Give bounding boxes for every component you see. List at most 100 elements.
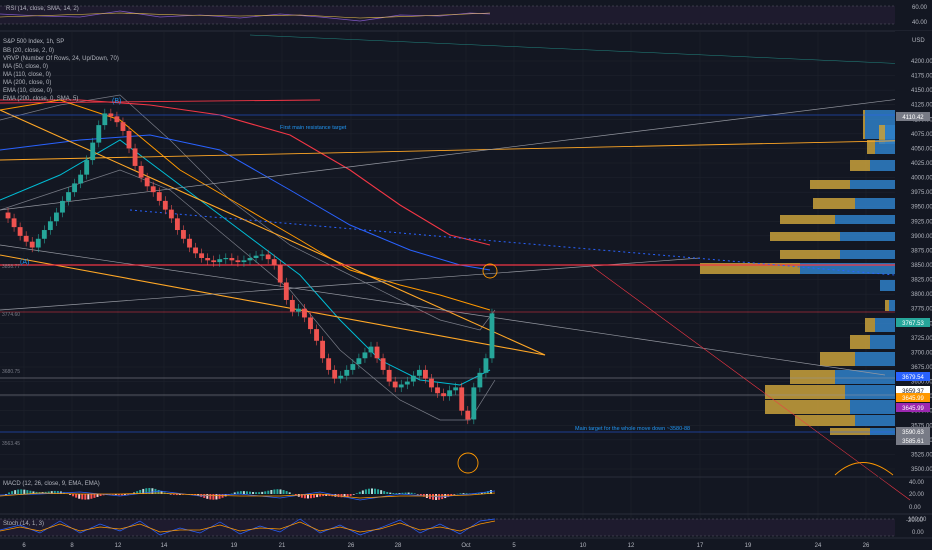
price-tick: 4000.00 bbox=[911, 176, 932, 182]
time-tick: 12 bbox=[628, 543, 635, 549]
macd-bar bbox=[489, 490, 492, 494]
price-tick: 4200.00 bbox=[911, 59, 932, 65]
candle-body bbox=[162, 200, 168, 210]
macd-bar bbox=[11, 491, 14, 494]
vp-down-bar bbox=[820, 352, 855, 366]
price-tag-text: 3679.54 bbox=[902, 375, 924, 381]
macd-bar bbox=[56, 490, 59, 494]
rsi-tick-60: 60.00 bbox=[912, 5, 928, 11]
time-tick: 12 bbox=[115, 543, 122, 549]
price-tag bbox=[896, 112, 930, 121]
bb-lower-line bbox=[0, 169, 496, 421]
vp-down-bar bbox=[850, 335, 870, 349]
vp-up-bar bbox=[855, 198, 895, 209]
macd-bar bbox=[319, 494, 322, 497]
macd-title: MACD (12, 26, close, 9, EMA, EMA) bbox=[3, 481, 100, 487]
macd-bar bbox=[47, 491, 50, 494]
vp-down-bar bbox=[795, 415, 855, 426]
candle-body bbox=[108, 113, 114, 117]
macd-bar bbox=[123, 494, 126, 496]
price-tick: 4025.00 bbox=[911, 161, 932, 167]
rsi-tick-40: 40.00 bbox=[912, 20, 928, 26]
candle-body bbox=[386, 369, 392, 382]
indicator-ema200[interactable]: EMA (200, close, 0, SMA, 5) bbox=[3, 96, 78, 102]
macd-bar bbox=[209, 494, 212, 500]
candle-body bbox=[447, 390, 453, 397]
macd-bar bbox=[81, 494, 84, 500]
indicator-ma50[interactable]: MA (50, close, 0) bbox=[3, 64, 48, 70]
candle-body bbox=[483, 358, 489, 373]
target-circle-upper bbox=[482, 263, 498, 279]
macd-bar bbox=[294, 494, 297, 496]
macd-bar bbox=[407, 492, 410, 494]
vp-up-bar bbox=[855, 352, 895, 366]
macd-bar bbox=[371, 488, 373, 494]
macd-bar bbox=[462, 493, 465, 494]
macd-bar bbox=[313, 494, 316, 498]
macd-bar bbox=[23, 489, 26, 494]
macd-bar bbox=[316, 494, 319, 498]
indicator-ma110[interactable]: MA (110, close, 0) bbox=[3, 72, 51, 78]
time-axis[interactable]: 6 8 12 14 19 21 26 28 Oct 5 10 12 17 19 24 26 bbox=[22, 543, 870, 549]
macd-bar bbox=[270, 490, 273, 494]
macd-bar bbox=[264, 491, 267, 494]
macd-bar bbox=[8, 492, 11, 494]
candle-body bbox=[344, 369, 350, 376]
macd-bar bbox=[404, 492, 407, 494]
candle-body bbox=[302, 308, 307, 318]
candle-body bbox=[41, 230, 47, 239]
candle-body bbox=[295, 308, 301, 312]
candle-body bbox=[465, 410, 471, 420]
macd-bar bbox=[306, 494, 309, 499]
candle-body bbox=[5, 212, 11, 219]
candle-body bbox=[78, 174, 84, 184]
candle-body bbox=[29, 241, 35, 248]
macd-bar bbox=[255, 492, 258, 494]
macd-bar bbox=[374, 488, 377, 494]
macd-bar bbox=[364, 489, 367, 494]
macd-bar bbox=[483, 492, 486, 494]
macd-bar bbox=[200, 494, 203, 497]
macd-bar bbox=[361, 490, 364, 494]
price-tick: 3925.00 bbox=[911, 219, 932, 225]
vp-up-bar bbox=[835, 215, 895, 224]
stoch-d-line bbox=[0, 520, 496, 533]
indicator-vrvp[interactable]: VRVP (Number Of Rows, 24, Up/Down, 70) bbox=[3, 56, 119, 62]
macd-bar bbox=[127, 494, 129, 495]
candle-body bbox=[199, 253, 205, 259]
candle-body bbox=[60, 200, 65, 213]
stoch-title: Stoch (14, 1, 3) bbox=[3, 521, 44, 527]
candle-body bbox=[17, 227, 23, 236]
candle-body bbox=[247, 258, 253, 261]
candle-body bbox=[90, 142, 96, 161]
price-tag bbox=[896, 393, 930, 402]
price-axis[interactable] bbox=[895, 31, 932, 477]
macd-bar bbox=[343, 494, 346, 498]
candle-body bbox=[205, 258, 211, 261]
indicator-ma200[interactable]: MA (200, close, 0) bbox=[3, 80, 51, 86]
vp-down-bar bbox=[770, 232, 840, 241]
macd-bar bbox=[136, 491, 139, 494]
vp-down-bar bbox=[700, 263, 800, 274]
macd-bar bbox=[389, 492, 392, 494]
macd-bar bbox=[377, 489, 380, 494]
candle-body bbox=[320, 340, 326, 359]
macd-bar bbox=[486, 491, 489, 494]
candle-body bbox=[114, 116, 120, 123]
price-tick: 3500.00 bbox=[911, 467, 932, 473]
candle-body bbox=[410, 375, 416, 382]
indicator-ema10[interactable]: EMA (10, close, 0) bbox=[3, 88, 52, 94]
indicator-bb[interactable]: BB (20, close, 2, 0) bbox=[3, 48, 54, 54]
vp-down-bar bbox=[863, 110, 865, 139]
macd-bar bbox=[32, 491, 35, 494]
price-tick: 3575.00 bbox=[911, 423, 932, 429]
time-tick: 21 bbox=[279, 543, 286, 549]
candle-body bbox=[350, 364, 356, 370]
macd-bar bbox=[239, 491, 242, 494]
orange-trendline-lower bbox=[0, 254, 546, 356]
macd-bar bbox=[5, 494, 7, 495]
ema10-line bbox=[0, 139, 491, 386]
macd-bar bbox=[349, 494, 352, 496]
candle-body bbox=[47, 221, 53, 231]
